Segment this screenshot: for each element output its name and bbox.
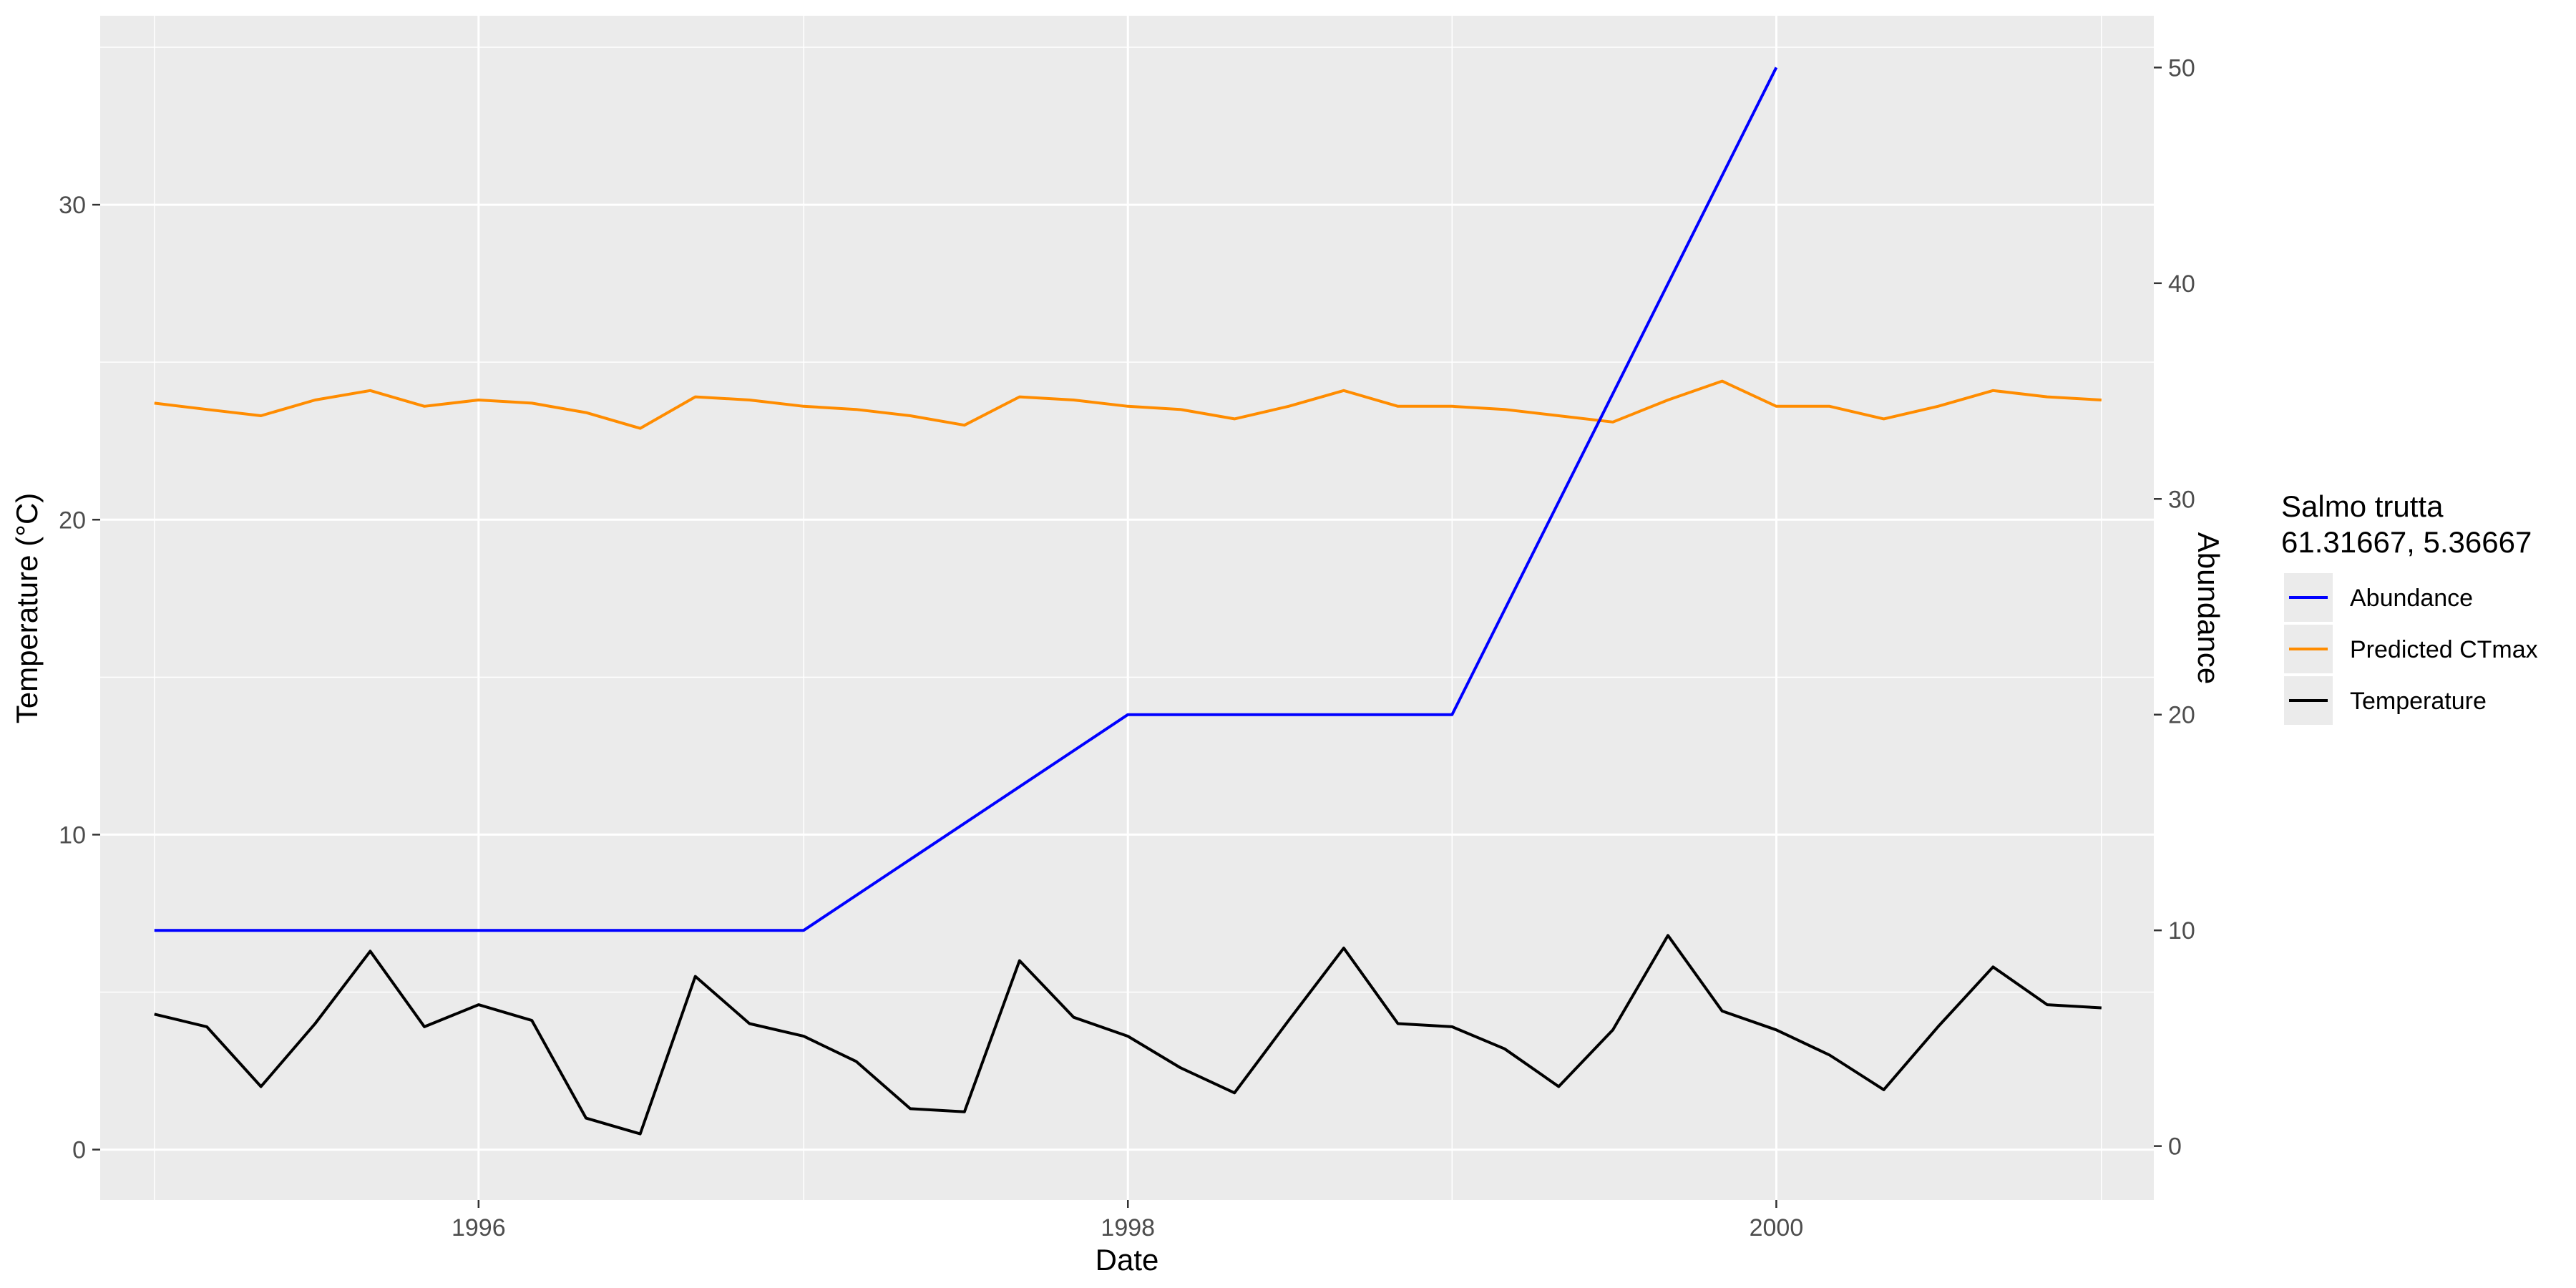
y2-tick-label: 50 [2168,54,2195,82]
grid-major [100,16,2154,1200]
y2-tick-label: 20 [2168,702,2195,729]
y-tick-label: 20 [59,507,86,534]
y2-tick-label: 40 [2168,270,2195,298]
legend-title-line1: Salmo trutta [2281,489,2444,523]
x-tick-label: 1998 [1101,1214,1155,1241]
legend-keys: Abundance Predicted CTmax Temperature [2284,573,2538,725]
series-line-temperature [154,934,2102,1136]
legend-label-abundance: Abundance [2350,585,2473,612]
x-axis: 1996 1998 2000 [452,1200,1803,1241]
series-line-predicted-ctmax [154,379,2102,430]
y-tick-label: 0 [72,1137,86,1164]
series-layer [154,67,2102,1136]
x-axis-title: Date [1096,1243,1159,1277]
y2-tick-label: 0 [2168,1133,2182,1161]
y2-tick-label: 10 [2168,917,2195,945]
legend-title-line2: 61.31667, 5.36667 [2281,525,2532,559]
legend-label-predicted-ctmax: Predicted CTmax [2350,636,2538,663]
x-tick-label: 1996 [452,1214,506,1241]
y-tick-label: 10 [59,821,86,849]
y-right-axis: 0 10 20 30 40 50 [2154,54,2195,1161]
y2-tick-label: 30 [2168,486,2195,513]
y-left-axis: 0 10 20 30 [59,192,100,1164]
y2-axis-title: Abundance [2192,532,2225,685]
y-axis-title: Temperature (°C) [10,493,44,724]
legend-label-temperature: Temperature [2350,688,2487,715]
series-line-abundance [154,67,1778,932]
legend: Salmo trutta 61.31667, 5.36667 Abundance… [2281,489,2538,725]
x-tick-label: 2000 [1750,1214,1804,1241]
y-tick-label: 30 [59,192,86,219]
